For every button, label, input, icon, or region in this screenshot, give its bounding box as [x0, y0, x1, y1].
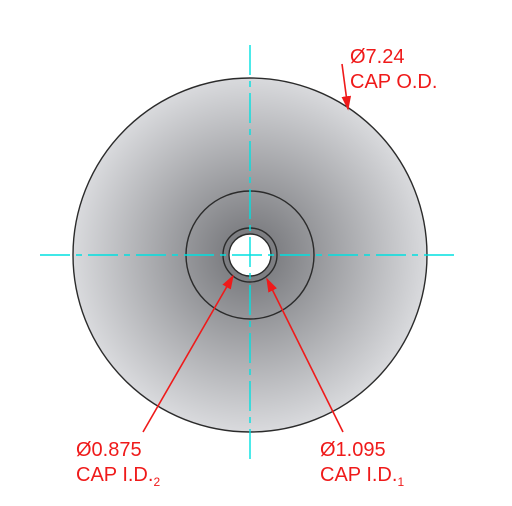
leader-od [342, 64, 348, 109]
label-od-value: Ø7.24 [350, 45, 437, 70]
label-id1-subscript: 1 [397, 475, 404, 489]
label-id1-name-text: CAP I.D. [320, 464, 397, 486]
label-id2-value: Ø0.875 [76, 438, 160, 463]
label-od-name: CAP O.D. [350, 70, 437, 95]
label-id2-name: CAP I.D.2 [76, 463, 160, 490]
label-id2-name-text: CAP I.D. [76, 464, 153, 486]
label-id2-subscript: 2 [153, 475, 160, 489]
label-inner-diameter-1: Ø1.095 CAP I.D.1 [320, 438, 404, 490]
label-outer-diameter: Ø7.24 CAP O.D. [350, 45, 437, 95]
label-inner-diameter-2: Ø0.875 CAP I.D.2 [76, 438, 160, 490]
drawing-canvas: Ø7.24 CAP O.D. Ø0.875 CAP I.D.2 Ø1.095 C… [0, 0, 512, 506]
label-id1-name: CAP I.D.1 [320, 463, 404, 490]
label-id1-value: Ø1.095 [320, 438, 404, 463]
